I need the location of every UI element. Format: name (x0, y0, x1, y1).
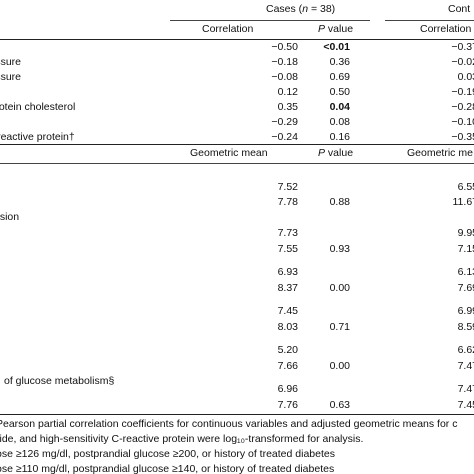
gm-value: 8.03 (277, 321, 298, 333)
p-value: 0.00 (329, 360, 350, 372)
col-geometric-mean2-header: Geometric me (407, 147, 473, 159)
p-value: <0.01 (323, 41, 350, 53)
footnote-1: Pearson partial correlation coefficients… (0, 418, 458, 430)
gm-value: 7.45 (277, 305, 298, 317)
table-row: 5.20 6.62 (0, 343, 474, 357)
footnote-2: ride, and high-sensitivity C-reactive pr… (0, 433, 364, 445)
table-row: 6.93 6.13 (0, 265, 474, 279)
table-row: 7.55 0.93 7.15 (0, 242, 474, 256)
table-row: -protein cholesterol 0.35 0.04 −0.28 (0, 100, 474, 114)
corr2-value: −0.35 (451, 131, 474, 143)
table-row: 8.03 0.71 8.59 (0, 320, 474, 334)
corr2-value: −0.02 (451, 56, 474, 68)
corr2-value: −0.28 (451, 101, 474, 113)
col-p-value-header-2: P value (318, 147, 354, 159)
gm-value: 7.52 (277, 181, 298, 193)
row-label: nsion (0, 211, 20, 223)
col-correlation2-header: Correlation (420, 23, 472, 35)
gm-value: 7.73 (277, 227, 298, 239)
col-p-value-header: P value (318, 23, 354, 35)
gm-value: 6.96 (277, 383, 298, 395)
p-value: 0.88 (329, 196, 350, 208)
row-label: of glucose metabolism§ (4, 375, 115, 387)
gm-value: 5.20 (277, 344, 298, 356)
table-row: 7.78 0.88 11.67 (0, 195, 474, 209)
table-row: of glucose metabolism§ (0, 374, 474, 388)
corr-value: −0.08 (271, 71, 298, 83)
corr-value: −0.18 (271, 56, 298, 68)
p-value: 0.71 (329, 321, 350, 333)
cases-underline (170, 20, 370, 21)
row-label: ressure (0, 71, 22, 83)
corr-value: −0.50 (271, 41, 298, 53)
gm-value: 7.55 (277, 243, 298, 255)
gm2-value: 8.59 (457, 321, 474, 333)
p-value: 0.16 (329, 131, 350, 143)
table-row: 6.96 7.47 (0, 382, 474, 396)
footnote-3: ose ≥126 mg/dl, postprandial glucose ≥20… (0, 448, 335, 460)
gm-value: 7.66 (277, 360, 298, 372)
gm2-value: 7.69 (457, 282, 474, 294)
section2-header-rule (0, 163, 474, 164)
p-value: 0.63 (329, 399, 350, 411)
corr-value: −0.24 (271, 131, 298, 143)
p-value: 0.93 (329, 243, 350, 255)
table-row: ressure −0.18 0.36 −0.02 (0, 55, 474, 69)
table-row: 7.73 9.95 (0, 226, 474, 240)
footnote-4: ose ≥110 mg/dl, postprandial glucose ≥14… (0, 463, 335, 474)
table-row: ressure −0.08 0.69 0.03 (0, 70, 474, 84)
controls-underline (385, 20, 474, 21)
gm2-value: 6.99 (457, 305, 474, 317)
col-correlation-header: Correlation (202, 23, 254, 35)
table-row: −0.29 0.08 −0.10 (0, 115, 474, 129)
table-row: 7.52 6.55 (0, 180, 474, 194)
gm2-value: 6.62 (457, 344, 474, 356)
section2-top-rule (0, 144, 474, 145)
p-value: 0.00 (329, 282, 350, 294)
corr-value: 0.12 (277, 86, 298, 98)
row-label: C-reactive protein† (0, 131, 75, 143)
gm2-value: 7.15 (457, 243, 474, 255)
gm2-value: 11.67 (452, 196, 474, 208)
corr-value: −0.29 (271, 116, 298, 128)
p-value: 0.04 (329, 101, 350, 113)
table-row: 7.66 0.00 7.47 (0, 359, 474, 373)
table-row: 8.37 0.00 7.69 (0, 281, 474, 295)
p-value: 0.36 (329, 56, 350, 68)
section1-rule (0, 39, 474, 40)
table-row: nsion (0, 210, 474, 224)
cases-header: Cases (n = 38) (266, 3, 336, 15)
gm-value: 8.37 (277, 282, 298, 294)
corr-value: 0.35 (277, 101, 298, 113)
corr2-value: −0.10 (451, 116, 474, 128)
table-row: 0.12 0.50 −0.19 (0, 85, 474, 99)
corr2-value: −0.37 (451, 41, 474, 53)
gm2-value: 7.45 (457, 399, 474, 411)
table-bottom-rule (0, 414, 474, 415)
gm2-value: 7.47 (457, 383, 474, 395)
gm-value: 6.93 (277, 266, 298, 278)
p-value: 0.50 (329, 86, 350, 98)
p-value: 0.69 (329, 71, 350, 83)
table-row: x −0.50 <0.01 −0.37 (0, 40, 474, 54)
gm-value: 7.76 (277, 399, 298, 411)
gm2-value: 9.95 (457, 227, 474, 239)
row-label: ressure (0, 56, 22, 68)
table-row: 7.76 0.63 7.45 (0, 398, 474, 412)
col-geometric-mean-header: Geometric mean (190, 147, 268, 159)
corr2-value: −0.19 (451, 86, 474, 98)
gm2-value: 6.13 (457, 266, 474, 278)
table-row: C-reactive protein† −0.24 0.16 −0.35 (0, 130, 474, 144)
gm2-value: 6.55 (457, 181, 474, 193)
controls-header: Cont (448, 3, 471, 15)
gm-value: 7.78 (277, 196, 298, 208)
p-value: 0.08 (329, 116, 350, 128)
table-row: 7.45 6.99 (0, 304, 474, 318)
gm2-value: 7.47 (457, 360, 474, 372)
row-label: -protein cholesterol (0, 101, 76, 113)
corr2-value: 0.03 (457, 71, 474, 83)
